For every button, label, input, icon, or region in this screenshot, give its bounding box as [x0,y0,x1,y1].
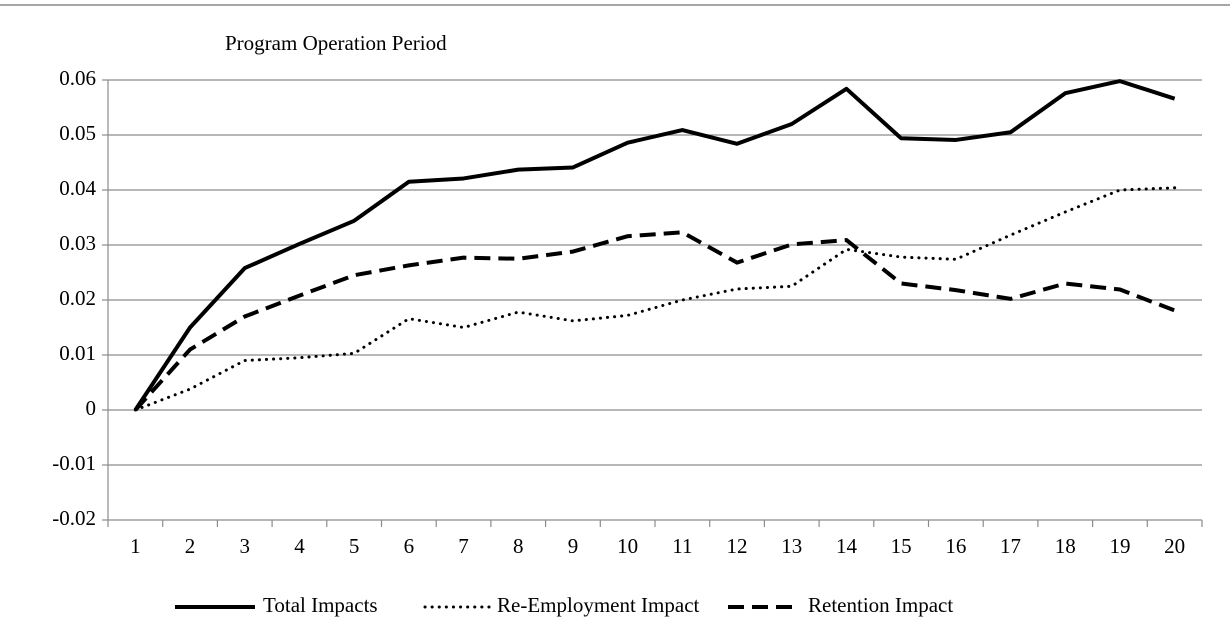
chart-title: Program Operation Period [225,31,447,55]
x-tick-label: 7 [458,534,469,558]
x-tick-label: 16 [945,534,966,558]
x-tick-label: 2 [185,534,196,558]
x-tick-label: 14 [836,534,858,558]
y-tick-label: 0.05 [59,121,96,145]
series-line [133,79,1176,412]
x-tick-label: 15 [891,534,912,558]
legend-label: Re-Employment Impact [497,593,700,617]
x-tick-label: 17 [1000,534,1021,558]
x-tick-label: 1 [130,534,141,558]
y-tick-label: 0 [86,396,97,420]
y-tick-label: 0.06 [59,66,96,90]
x-tick-label: 12 [727,534,748,558]
y-tick-label: 0.03 [59,231,96,255]
x-tick-label: 13 [781,534,802,558]
series-line [133,230,1176,412]
legend-label: Retention Impact [808,593,953,617]
x-tick-label: 11 [672,534,692,558]
x-tick-label: 3 [240,534,251,558]
x-tick-label: 4 [294,534,305,558]
y-tick-label: -0.02 [52,506,96,530]
x-tick-label: 8 [513,534,524,558]
series-line [133,186,1177,412]
legend-label: Total Impacts [263,593,378,617]
x-tick-label: 5 [349,534,360,558]
y-tick-label: 0.02 [59,286,96,310]
y-tick-label: 0.01 [59,341,96,365]
x-tick-label: 10 [617,534,638,558]
x-tick-label: 20 [1164,534,1185,558]
y-tick-label: -0.01 [52,451,96,475]
x-tick-label: 19 [1109,534,1130,558]
x-tick-label: 18 [1055,534,1076,558]
y-tick-label: 0.04 [59,176,96,200]
x-tick-label: 6 [404,534,415,558]
x-tick-label: 9 [568,534,579,558]
